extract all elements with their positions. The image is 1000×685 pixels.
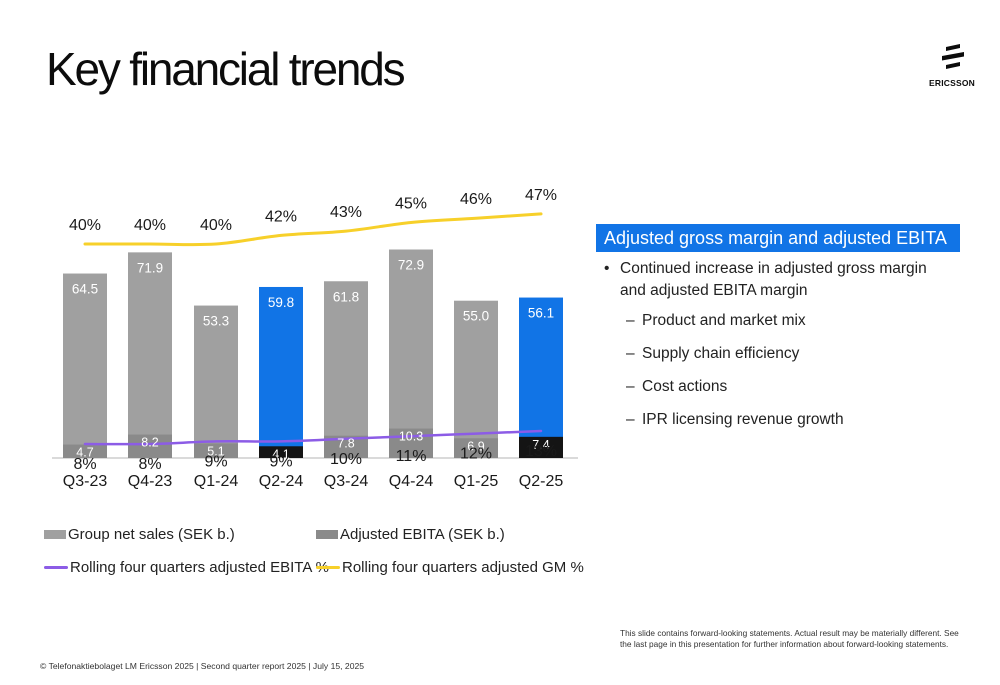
net-sales-label: 71.9 (137, 260, 163, 275)
ebita-pct-label: 8% (138, 456, 161, 473)
net-sales-label: 72.9 (398, 258, 424, 273)
gm-pct-label: 43% (330, 204, 362, 221)
legend-swatch-net-sales (44, 530, 66, 539)
disclaimer: This slide contains forward-looking stat… (620, 628, 959, 649)
ebita-bar (389, 428, 433, 458)
legend-net-sales: Group net sales (SEK b.) (44, 526, 235, 543)
panel-bullet: Continued increase in adjusted gross mar… (604, 258, 934, 302)
ebita-bar (259, 446, 303, 458)
net-sales-label: 64.5 (72, 282, 98, 297)
ebita-pct-label: 12% (460, 446, 492, 463)
legend-swatch-ebita-pct (44, 566, 68, 569)
ebita-bar (194, 443, 238, 458)
net-sales-bar (389, 249, 433, 458)
ebita-label: 8.2 (141, 436, 158, 450)
ebita-pct-line (83, 429, 543, 446)
legend-label-net-sales: Group net sales (SEK b.) (68, 526, 235, 543)
legend-label-ebita-pct: Rolling four quarters adjusted EBITA % (70, 559, 330, 576)
ebita-bar (324, 435, 368, 458)
gm-pct-label: 40% (200, 217, 232, 234)
net-sales-label: 55.0 (463, 309, 489, 324)
legend-label-gm-pct: Rolling four quarters adjusted GM % (342, 559, 584, 576)
net-sales-bar (259, 286, 303, 458)
ebita-pct-label: 11% (396, 448, 427, 465)
x-tick-label: Q4-24 (389, 473, 434, 490)
panel-heading: Adjusted gross margin and adjusted EBITA (596, 224, 960, 252)
x-tick-label: Q4-23 (128, 473, 173, 490)
gm-pct-label: 46% (460, 191, 492, 208)
legend-ebita-pct: Rolling four quarters adjusted EBITA % (44, 559, 329, 576)
ebita-pct-label: 10% (330, 451, 362, 468)
financial-chart: 64.54.7Q3-238%40%71.98.2Q4-238%40%53.35.… (52, 187, 578, 490)
x-tick-label: Q1-24 (194, 473, 239, 490)
ebita-label: 4.7 (76, 446, 93, 460)
ebita-label: 5.1 (207, 444, 224, 458)
panel-subitem: IPR licensing revenue growth (604, 409, 934, 431)
legend-gm-pct: Rolling four quarters adjusted GM % (316, 559, 584, 576)
x-tick-label: Q2-24 (259, 473, 304, 490)
ebita-label: 6.9 (467, 439, 484, 453)
net-sales-bar (63, 273, 107, 458)
net-sales-bar (519, 297, 563, 458)
x-tick-label: Q2-25 (519, 473, 564, 490)
net-sales-label: 59.8 (268, 295, 294, 310)
gm-pct-label: 45% (395, 196, 427, 213)
panel-subitem: Product and market mix (604, 310, 934, 332)
ebita-bar (63, 444, 107, 458)
panel-list: Continued increase in adjusted gross mar… (604, 258, 934, 442)
gm-pct-label: 47% (525, 187, 557, 204)
ericsson-logo-icon (942, 44, 964, 69)
net-sales-label: 53.3 (203, 314, 229, 329)
net-sales-bar (194, 305, 238, 458)
net-sales-label: 56.1 (528, 306, 554, 321)
legend-ebita: Adjusted EBITA (SEK b.) (316, 526, 505, 543)
panel-subitem: Supply chain efficiency (604, 343, 934, 365)
legend-swatch-gm-pct (316, 566, 340, 569)
ebita-pct-label: 9% (269, 453, 292, 470)
net-sales-bar (128, 252, 172, 458)
page-title: Key financial trends (46, 43, 406, 95)
ebita-bar (519, 436, 563, 458)
panel-subitem: Cost actions (604, 376, 934, 398)
ebita-bar (454, 438, 498, 458)
net-sales-label: 61.8 (333, 289, 359, 304)
gm-pct-label: 40% (69, 217, 101, 234)
x-tick-label: Q3-23 (63, 473, 108, 490)
legend-swatch-ebita (316, 530, 338, 539)
x-tick-label: Q3-24 (324, 473, 369, 490)
footer: © Telefonaktiebolaget LM Ericsson 2025 |… (40, 661, 365, 671)
ebita-label: 4.1 (272, 447, 289, 461)
ebita-pct-label: 9% (204, 453, 227, 470)
ebita-pct-label: 13% (525, 443, 557, 460)
ebita-label: 7.4 (532, 438, 549, 452)
ebita-label: 7.8 (337, 437, 354, 451)
net-sales-bar (324, 281, 368, 458)
gm-pct-line (83, 212, 543, 247)
x-tick-label: Q1-25 (454, 473, 499, 490)
legend-label-ebita: Adjusted EBITA (SEK b.) (340, 526, 505, 543)
gm-pct-label: 42% (265, 208, 297, 225)
gm-pct-label: 40% (134, 217, 166, 234)
ebita-pct-label: 8% (73, 456, 96, 473)
ebita-label: 10.3 (399, 430, 423, 444)
logo-text: ERICSSON (929, 78, 975, 88)
ebita-bar (128, 434, 172, 458)
